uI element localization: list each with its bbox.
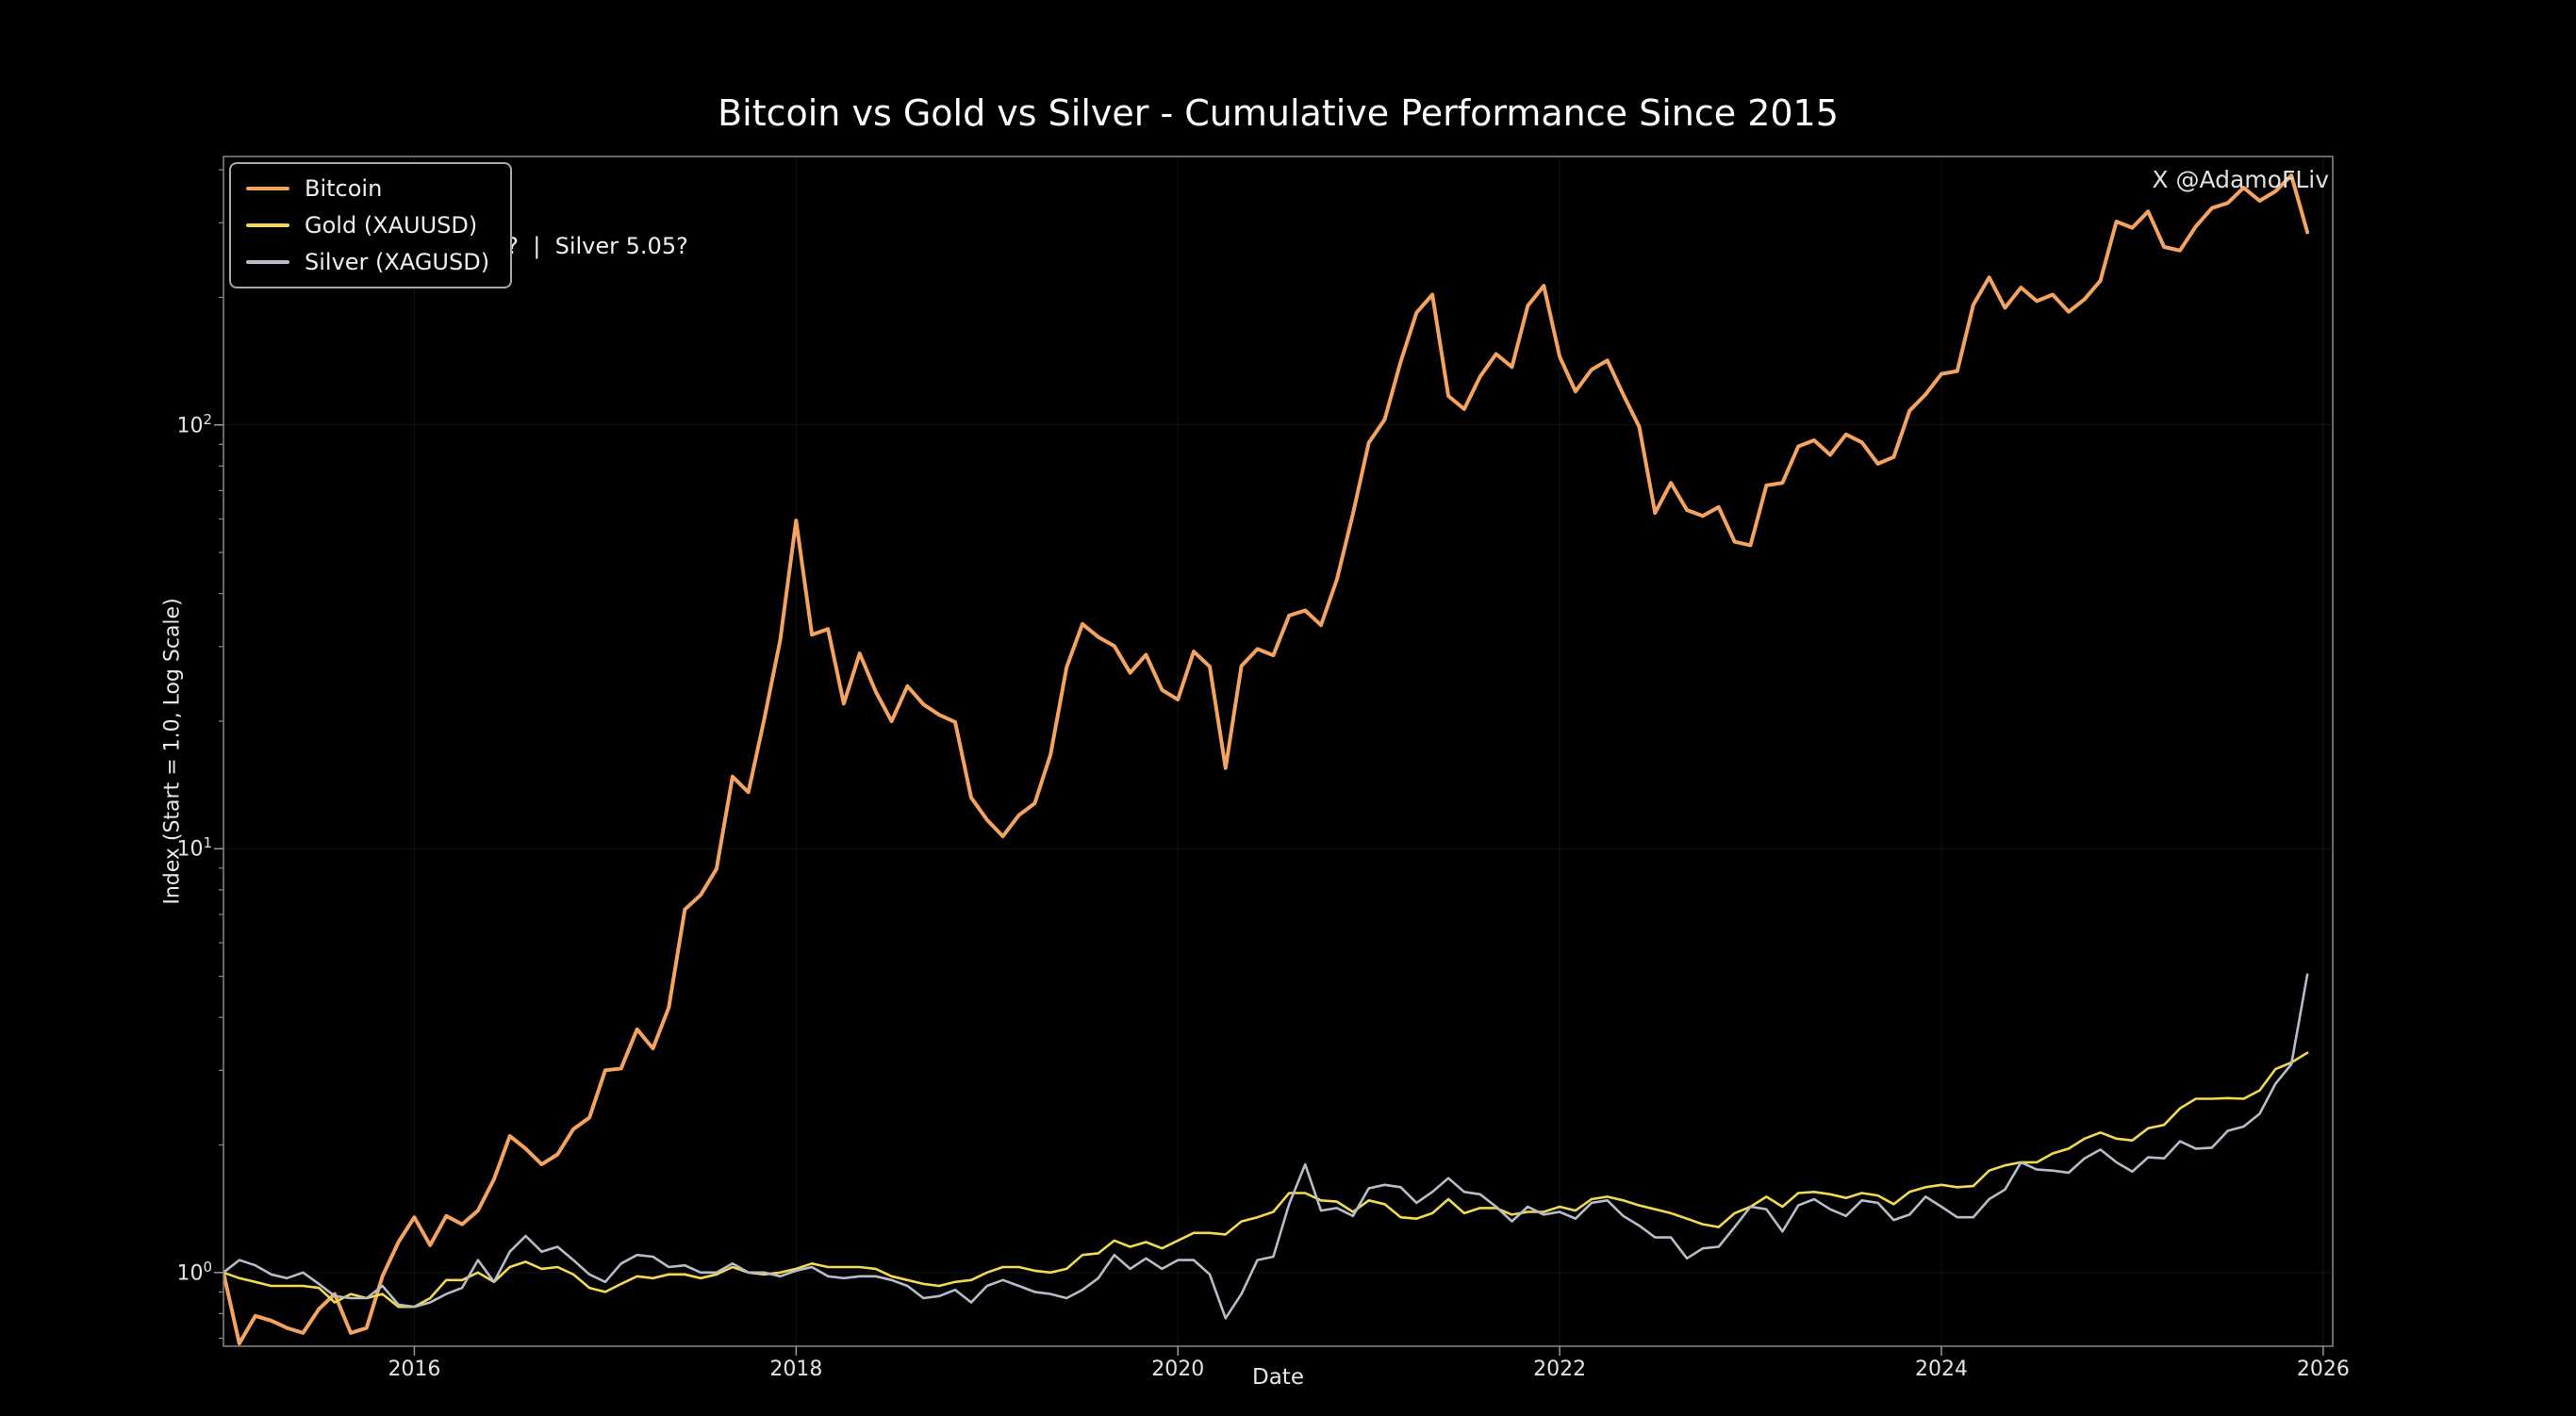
bitcoin-line-swatch	[246, 187, 289, 190]
series-line-gold-xauusd	[223, 1051, 2309, 1309]
legend-item-silver: Silver (XAGUSD)	[246, 249, 489, 275]
series-line-bitcoin	[223, 173, 2310, 1346]
watermark-handle: X @AdamoFLiv	[2152, 166, 2329, 193]
x-tick-label: 2018	[769, 1358, 823, 1381]
silver-line-swatch	[246, 260, 289, 264]
series-line-silver-xagusd	[223, 973, 2309, 1320]
x-tick-label: 2016	[388, 1358, 441, 1381]
chart-title: Bitcoin vs Gold vs Silver - Cumulative P…	[718, 92, 1839, 134]
x-tick-label: 2020	[1151, 1358, 1205, 1381]
chart-legend: Bitcoin Gold (XAUUSD) Silver (XAGUSD)	[229, 162, 513, 288]
plot-border	[223, 156, 2334, 1347]
y-tick-label: 101	[176, 834, 212, 862]
x-axis-label: Date	[1252, 1365, 1304, 1390]
y-tick-label: 100	[176, 1258, 212, 1286]
y-tick-label: 102	[176, 410, 212, 438]
gold-line-swatch	[246, 223, 289, 227]
summary-annotation: 3? | Silver 5.05?	[492, 233, 688, 259]
legend-item-gold: Gold (XAUUSD)	[246, 212, 489, 239]
x-tick-label: 2022	[1533, 1358, 1587, 1381]
legend-label: Silver (XAGUSD)	[305, 249, 490, 275]
legend-label: Gold (XAUUSD)	[305, 212, 478, 239]
legend-label: Bitcoin	[305, 175, 383, 202]
x-tick-label: 2026	[2296, 1358, 2350, 1381]
legend-item-bitcoin: Bitcoin	[246, 175, 489, 202]
x-tick-label: 2024	[1914, 1358, 1968, 1381]
